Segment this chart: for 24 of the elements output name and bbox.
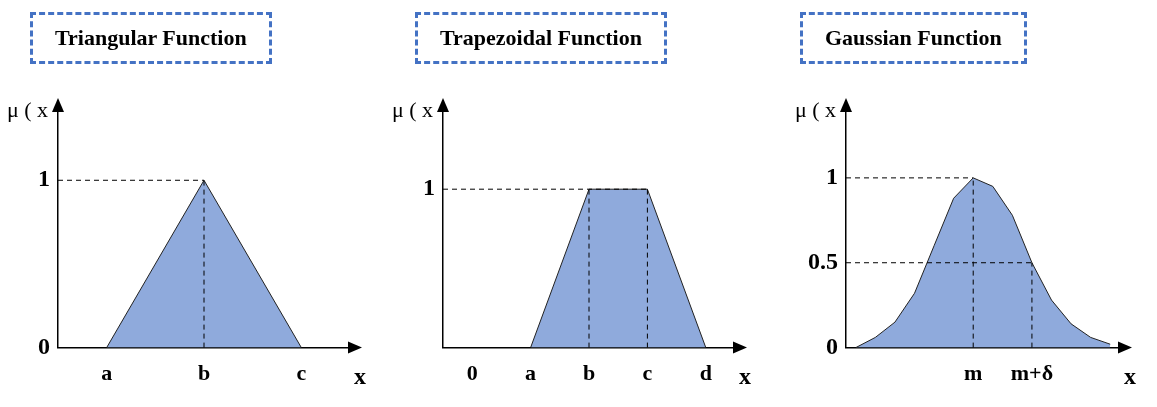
chart-title: Gaussian Function <box>800 12 1027 64</box>
x-tick-label: a <box>101 360 113 386</box>
y-axis-title: μ ( x <box>391 96 433 122</box>
y-tick-label: 1 <box>826 163 838 190</box>
y-tick-label: 0 <box>826 332 838 359</box>
x-axis-title: x <box>1124 362 1136 389</box>
x-tick-label: 0 <box>466 360 478 386</box>
x-axis-title: x <box>354 362 366 389</box>
x-tick-label: b <box>197 360 211 386</box>
y-tick-label: 1 <box>423 174 435 201</box>
x-tick-label: m+δ <box>1010 360 1054 386</box>
x-tick-label: m <box>964 360 983 386</box>
x-tick-label: c <box>296 360 307 386</box>
x-tick-label: b <box>582 360 596 386</box>
y-tick-label: 1 <box>38 165 50 192</box>
chart-title: Triangular Function <box>30 12 272 64</box>
y-axis-title: μ ( x <box>6 96 48 122</box>
x-tick-label: d <box>699 360 712 386</box>
x-tick-label: a <box>525 360 537 386</box>
x-tick-label: c <box>642 360 653 386</box>
chart-title: Trapezoidal Function <box>415 12 667 64</box>
y-axis-title: μ ( x <box>794 96 836 122</box>
x-axis-title: x <box>739 362 751 389</box>
y-tick-label: 0.5 <box>808 247 838 274</box>
